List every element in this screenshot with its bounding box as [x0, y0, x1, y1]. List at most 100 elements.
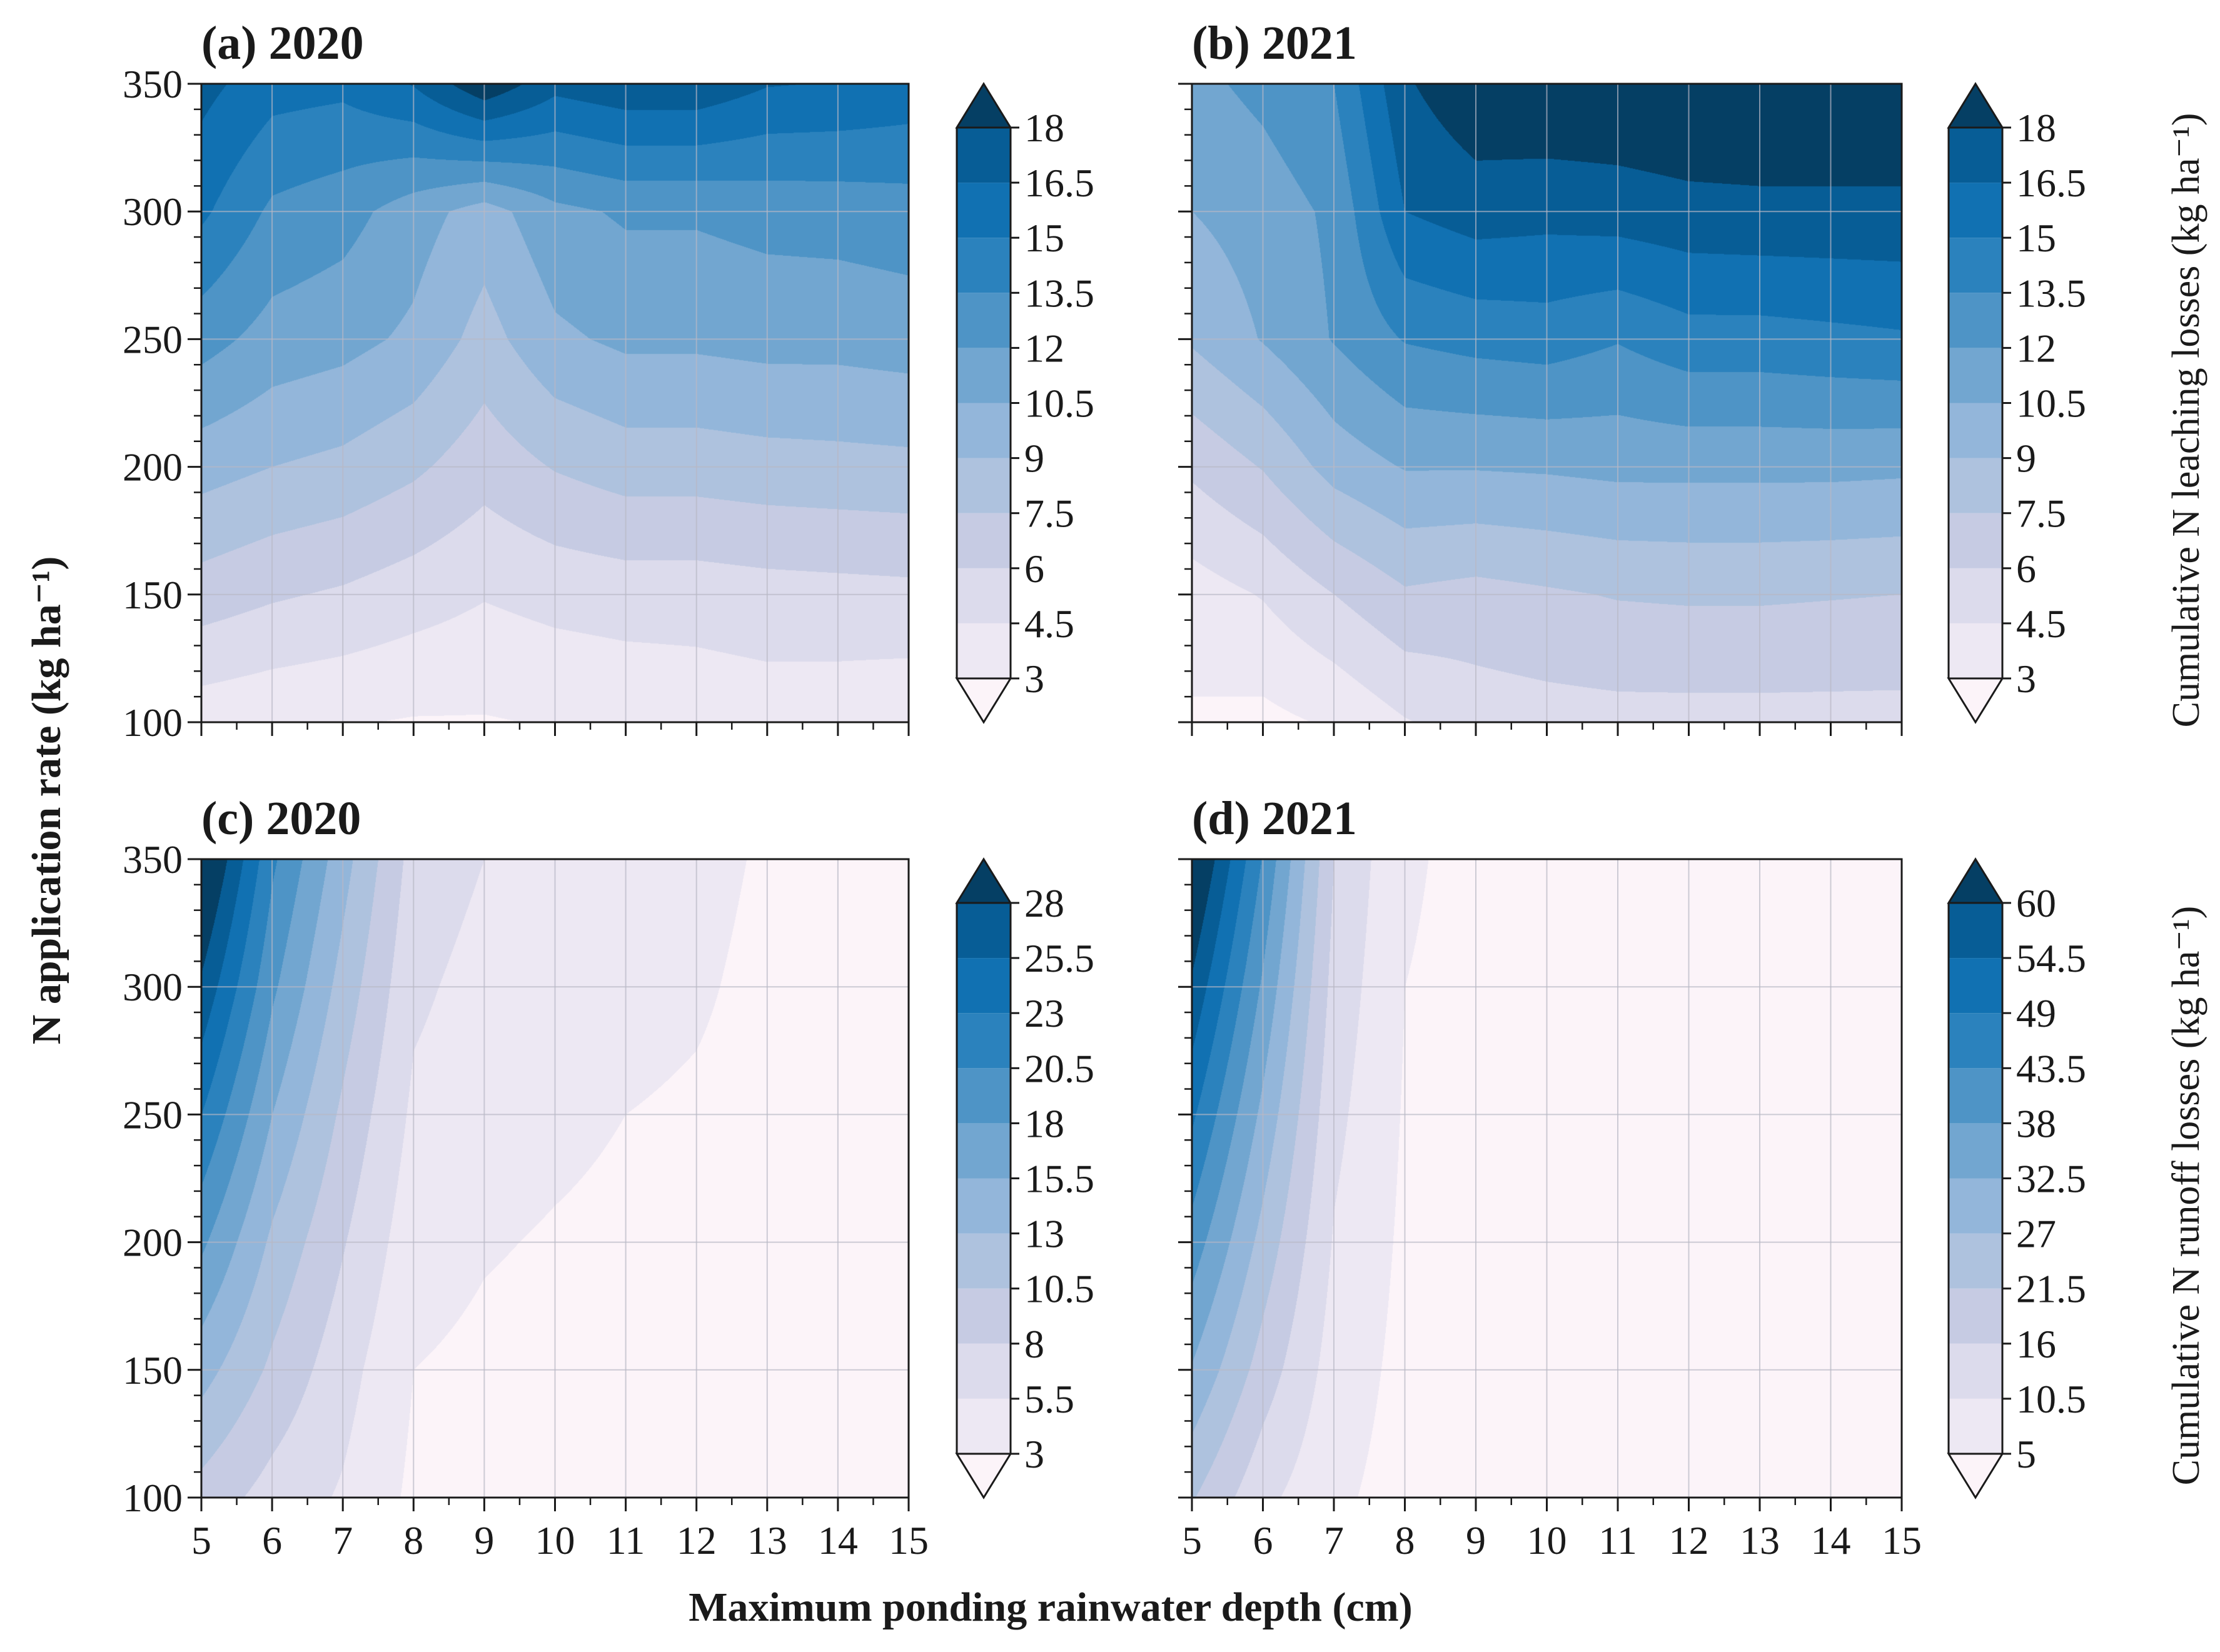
colorbar-segment	[957, 1123, 1011, 1179]
colorbar-tick-label: 12	[1024, 326, 1064, 370]
y-tick-label: 200	[123, 445, 183, 490]
colorbar-segment	[1949, 293, 2002, 348]
x-tick-label: 14	[818, 1518, 858, 1563]
colorbar-tick-label: 8	[1024, 1322, 1044, 1366]
x-tick-label: 6	[1253, 1518, 1273, 1563]
colorbar-tick-label: 10.5	[2016, 381, 2086, 426]
colorbar-segment	[957, 1068, 1011, 1124]
colorbar-segment	[1949, 1398, 2002, 1454]
colorbar-extend-bottom	[955, 677, 1012, 724]
colorbar-tick-label: 16.5	[1024, 161, 1094, 205]
x-tick-label: 13	[747, 1518, 787, 1563]
colorbar-tick-label: 10.5	[2016, 1377, 2086, 1421]
x-tick-label: 7	[1324, 1518, 1344, 1563]
x-tick-label: 6	[262, 1518, 282, 1563]
y-tick-label: 300	[123, 965, 183, 1009]
y-tick-label: 150	[123, 573, 183, 617]
x-tick-label: 10	[535, 1518, 575, 1563]
colorbar-segment	[1949, 128, 2002, 183]
y-tick-label: 150	[123, 1348, 183, 1393]
colorbar-segment	[1949, 1343, 2002, 1399]
colorbar-tick-label: 4.5	[1024, 602, 1074, 646]
colorbar-tick-label: 32.5	[2016, 1157, 2086, 1201]
panel-3: 5 6 7 8 9 10 11 12 13 14 15 (d) 2021 5 10.5 16 21.5 27 32…	[1178, 792, 2086, 1563]
colorbar-tick-label: 7.5	[1024, 491, 1074, 536]
x-tick-label: 14	[1811, 1518, 1851, 1563]
colorbar-segment	[957, 623, 1011, 678]
colorbar-segment	[957, 1013, 1011, 1069]
colorbar-tick-label: 9	[2016, 436, 2036, 481]
colorbar-tick-label: 15	[2016, 216, 2056, 260]
colorbar-segment	[957, 1398, 1011, 1454]
colorbar-tick-label: 43.5	[2016, 1046, 2086, 1090]
x-tick-label: 8	[1395, 1518, 1415, 1563]
colorbar-segment	[1949, 458, 2002, 513]
colorbar-extend-top	[955, 857, 1012, 904]
colorbar-segment	[1949, 1123, 2002, 1179]
colorbar-tick-label: 6	[2016, 546, 2036, 591]
colorbar-segment	[1949, 623, 2002, 678]
colorbar-segment	[957, 1343, 1011, 1399]
panel-0: 100 150 200 250 300 350 (a) 2020 3 4.5 6 7.5 9 10.5 1…	[123, 17, 1094, 745]
colorbar-segment	[957, 568, 1011, 623]
colorbar-tick-label: 6	[1024, 546, 1044, 591]
colorbar-segment	[957, 293, 1011, 348]
x-tick-label: 15	[1882, 1518, 1922, 1563]
colorbar-tick-label: 27	[2016, 1212, 2056, 1256]
colorbar-segment	[957, 1288, 1011, 1344]
colorbar-segment	[1949, 903, 2002, 959]
colorbar-tick-label: 18	[2016, 106, 2056, 150]
colorbar-segment	[1949, 513, 2002, 568]
colorbar-tick-label: 13.5	[2016, 271, 2086, 315]
colorbar-extend-bottom	[955, 1453, 1012, 1499]
colorbar-tick-label: 23	[1024, 991, 1064, 1035]
colorbar-label-runoff: Cumulative N runoff losses (kg ha⁻¹)	[2165, 906, 2207, 1486]
colorbar-tick-label: 3	[1024, 657, 1044, 701]
panel-title: (a) 2020	[201, 17, 364, 69]
colorbar-segment	[957, 128, 1011, 183]
x-tick-label: 12	[1669, 1518, 1709, 1563]
colorbar-segment	[1949, 1288, 2002, 1344]
colorbar-segment	[1949, 1013, 2002, 1069]
x-tick-label: 8	[403, 1518, 423, 1563]
colorbar-segment	[1949, 403, 2002, 458]
panel-title: (d) 2021	[1192, 792, 1357, 845]
colorbar-extend-bottom	[1947, 1453, 2004, 1499]
x-tick-label: 11	[1598, 1518, 1637, 1563]
colorbar-extend-top	[955, 82, 1012, 129]
colorbar-tick-label: 15.5	[1024, 1157, 1094, 1201]
colorbar-extend-top	[1947, 857, 2004, 904]
colorbar-segment	[957, 1178, 1011, 1234]
colorbar-segment	[957, 403, 1011, 458]
colorbar-tick-label: 18	[1024, 106, 1064, 150]
colorbar-segment	[1949, 1233, 2002, 1289]
colorbar-tick-label: 20.5	[1024, 1046, 1094, 1090]
colorbar-tick-label: 13.5	[1024, 271, 1094, 315]
colorbar-segment	[1949, 183, 2002, 238]
colorbar-segment	[957, 458, 1011, 513]
colorbar-segment	[1949, 958, 2002, 1014]
colorbar-tick-label: 13	[1024, 1212, 1064, 1256]
y-tick-label: 300	[123, 189, 183, 234]
y-tick-label: 250	[123, 317, 183, 361]
colorbar-tick-label: 49	[2016, 991, 2056, 1035]
colorbar-extend-top	[1947, 82, 2004, 129]
x-tick-label: 11	[607, 1518, 645, 1563]
colorbar-tick-label: 9	[1024, 436, 1044, 481]
colorbar-segment	[957, 238, 1011, 293]
colorbar-tick-label: 5	[2016, 1432, 2036, 1476]
y-tick-label: 350	[123, 837, 183, 882]
colorbar-tick-label: 16.5	[2016, 161, 2086, 205]
colorbar-extend-bottom	[1947, 677, 2004, 724]
y-tick-label: 100	[123, 700, 183, 745]
colorbar-tick-label: 16	[2016, 1322, 2056, 1366]
colorbar-segment	[957, 183, 1011, 238]
panel-2: 5 6 7 8 9 10 11 12 13 14 15 100 150 200 250 300 350 (c) 2…	[123, 792, 1094, 1563]
y-axis-label: N application rate (kg ha⁻¹)	[24, 557, 69, 1045]
y-tick-label: 100	[123, 1476, 183, 1520]
colorbar-tick-label: 3	[2016, 657, 2036, 701]
colorbar-tick-label: 60	[2016, 881, 2056, 925]
colorbar-segment	[957, 958, 1011, 1014]
colorbar-tick-label: 5.5	[1024, 1377, 1074, 1421]
